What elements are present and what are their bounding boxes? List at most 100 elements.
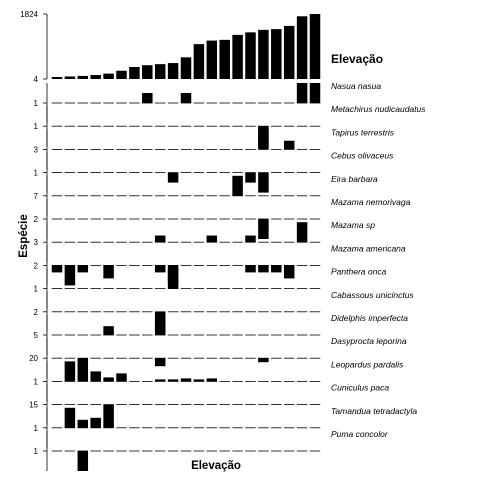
species-bar-0-7: [142, 93, 153, 103]
species-bar-7-1: [64, 265, 76, 286]
elevation-tick-label-bottom: 4: [34, 75, 39, 84]
species-panel-15: 1 Puma concolor: [34, 429, 389, 471]
species-bar-12-9: [167, 379, 179, 382]
species-bar-7-4: [103, 265, 114, 279]
species-panel-6: 3 Mazama sp: [34, 220, 375, 263]
elevation-panel-label: Elevação: [331, 52, 383, 66]
species-label-12: Leopardus pardalis: [331, 359, 404, 369]
species-panel-9: 2 Cabassous unicinctus: [34, 290, 414, 332]
species-bar-15-2: [77, 451, 89, 471]
species-bar-6-8: [154, 235, 166, 243]
species-bar-11-16: [258, 358, 269, 363]
species-bar-12-3: [90, 371, 101, 382]
y-axis-label: Espécie: [18, 214, 30, 257]
elevation-bar-13: [219, 39, 230, 79]
species-tick-label-1: 1: [34, 122, 39, 131]
species-label-6: Mazama sp: [331, 220, 375, 230]
species-bar-14-4: [103, 423, 114, 428]
elevation-bar-10: [180, 57, 192, 79]
species-panel-8: 1 Panthera onca: [34, 267, 387, 309]
species-label-2: Tapirus terrestris: [331, 127, 395, 137]
elevation-bar-7: [142, 65, 153, 79]
species-label-4: Eira barbara: [331, 174, 378, 184]
species-label-9: Cabassous unicinctus: [331, 290, 414, 300]
species-bar-5-16: [258, 219, 269, 239]
elevation-bar-15: [245, 32, 256, 79]
species-bar-7-17: [271, 265, 282, 273]
elevation-bar-20: [309, 14, 321, 79]
species-tick-label-8: 1: [34, 285, 39, 294]
species-bar-3-15: [245, 172, 256, 183]
species-panel-12: 1 Leopardus pardalis: [34, 359, 404, 402]
elevation-bar-19: [296, 16, 308, 80]
elevation-bar-16: [258, 29, 269, 79]
species-tick-label-11: 20: [29, 354, 38, 363]
species-tick-label-7: 2: [34, 261, 39, 270]
species-panels: 1 Nasua nasua 1 Metachirus nudicaudatus 3 Tap…: [29, 81, 426, 471]
species-bar-6-15: [245, 235, 256, 243]
species-label-14: Tamandua tetradactyla: [331, 406, 417, 416]
species-label-10: Didelphis imperfecta: [331, 313, 408, 323]
species-bar-2-18: [283, 140, 295, 150]
species-label-3: Cebus olivaceus: [331, 151, 394, 161]
species-label-1: Metachirus nudicaudatus: [331, 104, 426, 114]
species-bar-0-10: [180, 93, 192, 103]
species-panel-4: 7 Eira barbara: [34, 174, 378, 216]
species-bar-12-4: [103, 377, 114, 382]
elevation-bar-14: [232, 34, 243, 79]
species-bar-12-11: [193, 379, 205, 382]
species-panel-2: 3 Tapirus terrestris: [34, 127, 395, 170]
species-bar-8-9: [167, 268, 179, 289]
species-label-8: Panthera onca: [331, 267, 387, 277]
species-panel-1: 1 Metachirus nudicaudatus: [34, 104, 426, 147]
elevation-bar-18: [283, 25, 295, 79]
elevation-bar-17: [271, 29, 282, 79]
species-bar-6-19: [296, 222, 308, 243]
species-bar-7-18: [283, 265, 295, 279]
species-tick-label-13: 15: [29, 401, 38, 410]
species-panel-11: 20 Dasyprocta leporina: [29, 336, 407, 379]
species-panel-3: 1 Cebus olivaceus: [34, 151, 394, 193]
species-bar-7-15: [245, 265, 256, 273]
elevation-bar-4: [103, 73, 114, 79]
species-tick-label-14: 1: [34, 424, 39, 433]
species-bar-3-9: [167, 172, 179, 183]
species-label-13: Cuniculus paca: [331, 383, 389, 393]
species-panel-13: 15 Cuniculus paca: [29, 383, 389, 425]
elevation-bar-8: [154, 64, 166, 79]
x-axis-label: Elevação: [191, 460, 241, 472]
species-bar-14-2: [77, 419, 89, 428]
elevation-bar-0: [51, 77, 63, 79]
elevation-bar-9: [167, 63, 179, 79]
species-bar-7-2: [77, 265, 89, 273]
elevation-bar-2: [77, 75, 89, 79]
elevation-tick-label-top: 1824: [20, 10, 38, 19]
species-label-0: Nasua nasua: [331, 81, 381, 91]
species-bar-0-20: [309, 83, 321, 103]
species-tick-label-2: 3: [34, 145, 39, 154]
species-label-11: Dasyprocta leporina: [331, 336, 407, 346]
elevation-bar-1: [64, 76, 76, 79]
species-tick-label-12: 1: [34, 377, 39, 386]
elevation-bar-6: [129, 67, 140, 79]
elevation-bar-12: [206, 40, 218, 79]
species-bar-12-10: [180, 378, 192, 382]
species-bar-6-12: [206, 235, 218, 243]
species-tick-label-5: 2: [34, 215, 39, 224]
species-tick-label-4: 7: [34, 192, 39, 201]
elevation-panel: 1824 4: [20, 10, 321, 84]
species-panel-10: 5 Didelphis imperfecta: [34, 313, 408, 355]
elevation-bar-11: [193, 44, 205, 79]
species-bar-14-1: [64, 407, 76, 428]
species-panel-7: 2 Mazama americana: [34, 243, 406, 286]
species-tick-label-3: 1: [34, 169, 39, 178]
species-bar-11-2: [77, 358, 89, 379]
species-bar-7-8: [154, 265, 166, 273]
species-bar-4-14: [232, 175, 243, 196]
species-tick-label-6: 3: [34, 238, 39, 247]
species-tick-label-10: 5: [34, 331, 39, 340]
elevation-bar-3: [90, 75, 101, 79]
species-bar-11-8: [154, 358, 166, 367]
species-label-5: Mazama nemorivaga: [331, 197, 411, 207]
